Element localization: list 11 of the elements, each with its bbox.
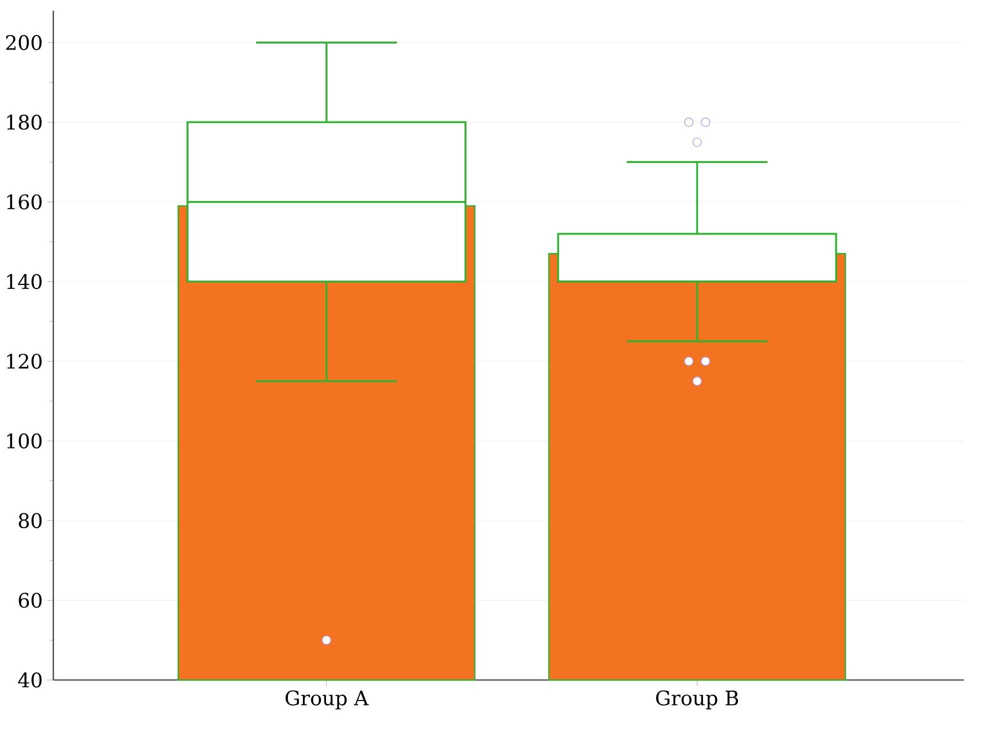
y-tick-label: 200 (6, 34, 42, 50)
y-tick-label: 180 (7, 114, 42, 130)
y-tick-label: 100 (7, 433, 42, 449)
y-tick-label: 160 (7, 194, 42, 210)
y-tick-label: 80 (18, 513, 42, 528)
y-tick-label: 40 (18, 672, 42, 688)
x-tick-label: Group A (286, 690, 369, 710)
y-tick-label: 60 (18, 592, 42, 608)
y-tick-label: 140 (7, 274, 42, 290)
x-tick-label: Group B (656, 690, 738, 710)
y-tick-label: 120 (7, 354, 42, 369)
